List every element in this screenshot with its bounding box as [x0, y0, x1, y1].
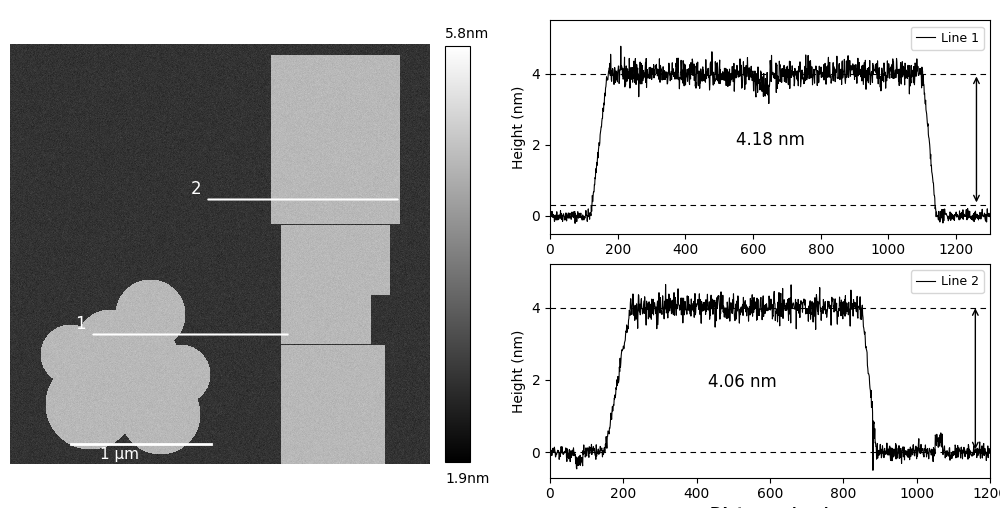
Text: 1.9nm: 1.9nm: [445, 472, 489, 487]
Text: 5.8nm: 5.8nm: [445, 26, 489, 41]
Text: 1: 1: [76, 315, 86, 333]
Legend: Line 2: Line 2: [911, 270, 984, 294]
X-axis label: Distance (nm): Distance (nm): [710, 507, 830, 508]
Text: 4.06 nm: 4.06 nm: [708, 373, 776, 391]
Y-axis label: Height (nm): Height (nm): [512, 329, 526, 412]
Legend: Line 1: Line 1: [911, 26, 984, 50]
Y-axis label: Height (nm): Height (nm): [512, 85, 526, 169]
Text: 2: 2: [190, 180, 201, 199]
Text: 4.18 nm: 4.18 nm: [736, 131, 805, 149]
Text: 1 μm: 1 μm: [100, 448, 140, 462]
